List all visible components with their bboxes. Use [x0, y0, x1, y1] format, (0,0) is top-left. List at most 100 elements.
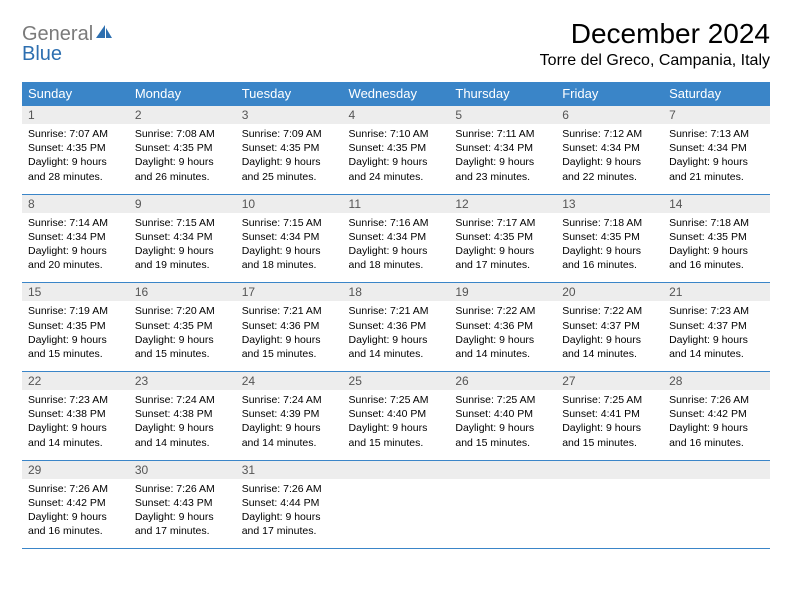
- day-body: Sunrise: 7:26 AMSunset: 4:42 PMDaylight:…: [22, 479, 129, 549]
- sunset-text: Sunset: 4:35 PM: [669, 231, 747, 243]
- calendar-cell: 26Sunrise: 7:25 AMSunset: 4:40 PMDayligh…: [449, 372, 556, 461]
- sunset-text: Sunset: 4:39 PM: [242, 408, 320, 420]
- day-body: Sunrise: 7:25 AMSunset: 4:41 PMDaylight:…: [556, 390, 663, 460]
- day-body: Sunrise: 7:10 AMSunset: 4:35 PMDaylight:…: [343, 124, 450, 194]
- day-body: Sunrise: 7:15 AMSunset: 4:34 PMDaylight:…: [129, 213, 236, 283]
- calendar-cell: 21Sunrise: 7:23 AMSunset: 4:37 PMDayligh…: [663, 283, 770, 372]
- day-body: Sunrise: 7:24 AMSunset: 4:38 PMDaylight:…: [129, 390, 236, 460]
- sunset-text: Sunset: 4:40 PM: [349, 408, 427, 420]
- title-block: December 2024 Torre del Greco, Campania,…: [540, 18, 770, 70]
- daylight-text: Daylight: 9 hours and 14 minutes.: [349, 334, 428, 360]
- daylight-text: Daylight: 9 hours and 21 minutes.: [669, 156, 748, 182]
- sunrise-text: Sunrise: 7:26 AM: [28, 483, 108, 495]
- sunrise-text: Sunrise: 7:21 AM: [349, 305, 429, 317]
- day-number: 14: [663, 195, 770, 213]
- calendar-cell: 19Sunrise: 7:22 AMSunset: 4:36 PMDayligh…: [449, 283, 556, 372]
- sunrise-text: Sunrise: 7:11 AM: [455, 128, 534, 140]
- daylight-text: Daylight: 9 hours and 15 minutes.: [28, 334, 107, 360]
- calendar-cell: 18Sunrise: 7:21 AMSunset: 4:36 PMDayligh…: [343, 283, 450, 372]
- sunrise-text: Sunrise: 7:26 AM: [135, 483, 215, 495]
- calendar-cell: 8Sunrise: 7:14 AMSunset: 4:34 PMDaylight…: [22, 194, 129, 283]
- daylight-text: Daylight: 9 hours and 28 minutes.: [28, 156, 107, 182]
- calendar-cell: [449, 460, 556, 549]
- daylight-text: Daylight: 9 hours and 26 minutes.: [135, 156, 214, 182]
- sunset-text: Sunset: 4:34 PM: [455, 142, 533, 154]
- sunrise-text: Sunrise: 7:24 AM: [242, 394, 322, 406]
- daylight-text: Daylight: 9 hours and 15 minutes.: [349, 422, 428, 448]
- logo-word1: General: [22, 23, 93, 45]
- daylight-text: Daylight: 9 hours and 22 minutes.: [562, 156, 641, 182]
- weekday-header: Thursday: [449, 82, 556, 106]
- day-body: [663, 479, 770, 531]
- sunrise-text: Sunrise: 7:17 AM: [455, 217, 535, 229]
- calendar-cell: 16Sunrise: 7:20 AMSunset: 4:35 PMDayligh…: [129, 283, 236, 372]
- calendar-cell: 3Sunrise: 7:09 AMSunset: 4:35 PMDaylight…: [236, 106, 343, 195]
- sunset-text: Sunset: 4:42 PM: [669, 408, 747, 420]
- sunset-text: Sunset: 4:38 PM: [28, 408, 106, 420]
- daylight-text: Daylight: 9 hours and 18 minutes.: [349, 245, 428, 271]
- sunset-text: Sunset: 4:35 PM: [349, 142, 427, 154]
- day-body: Sunrise: 7:08 AM Sunset: 4:35 PM Daylight:…: [129, 124, 236, 194]
- calendar-cell: 4Sunrise: 7:10 AMSunset: 4:35 PMDaylight…: [343, 106, 450, 195]
- daylight-text: Daylight: 9 hours and 20 minutes.: [28, 245, 107, 271]
- day-number: [449, 461, 556, 479]
- day-number: 16: [129, 283, 236, 301]
- daylight-text: Daylight: 9 hours and 15 minutes.: [135, 334, 214, 360]
- logo-sail-icon: [95, 24, 113, 44]
- day-number: 1: [22, 106, 129, 124]
- sunset-text: Sunset: 4:44 PM: [242, 497, 320, 509]
- day-number: 2: [129, 106, 236, 124]
- day-body: Sunrise: 7:26 AMSunset: 4:44 PMDaylight:…: [236, 479, 343, 549]
- sunset-text: Sunset: 4:34 PM: [562, 142, 640, 154]
- sunrise-text: Sunrise: 7:16 AM: [349, 217, 429, 229]
- sunset-text: Sunset: 4:35 PM: [135, 142, 213, 154]
- calendar-row: 1 Sunrise: 7:07 AM Sunset: 4:35 PM Daylight…: [22, 106, 770, 195]
- calendar-row: 8Sunrise: 7:14 AMSunset: 4:34 PMDaylight…: [22, 194, 770, 283]
- calendar-cell: 6Sunrise: 7:12 AMSunset: 4:34 PMDaylight…: [556, 106, 663, 195]
- sunrise-text: Sunrise: 7:22 AM: [455, 305, 535, 317]
- daylight-text: Daylight: 9 hours and 14 minutes.: [135, 422, 214, 448]
- day-number: 5: [449, 106, 556, 124]
- day-number: 9: [129, 195, 236, 213]
- day-body: Sunrise: 7:23 AMSunset: 4:38 PMDaylight:…: [22, 390, 129, 460]
- sunset-text: Sunset: 4:41 PM: [562, 408, 640, 420]
- daylight-text: Daylight: 9 hours and 24 minutes.: [349, 156, 428, 182]
- calendar-cell: 28Sunrise: 7:26 AMSunset: 4:42 PMDayligh…: [663, 372, 770, 461]
- day-number: 26: [449, 372, 556, 390]
- day-body: [449, 479, 556, 531]
- calendar-cell: 29Sunrise: 7:26 AMSunset: 4:42 PMDayligh…: [22, 460, 129, 549]
- sunrise-text: Sunrise: 7:09 AM: [242, 128, 322, 140]
- daylight-text: Daylight: 9 hours and 15 minutes.: [455, 422, 534, 448]
- sunset-text: Sunset: 4:35 PM: [562, 231, 640, 243]
- sunrise-text: Sunrise: 7:26 AM: [242, 483, 322, 495]
- day-number: [343, 461, 450, 479]
- sunrise-text: Sunrise: 7:23 AM: [28, 394, 108, 406]
- sunrise-text: Sunrise: 7:08 AM: [135, 128, 215, 140]
- day-number: 22: [22, 372, 129, 390]
- daylight-text: Daylight: 9 hours and 16 minutes.: [669, 245, 748, 271]
- sunset-text: Sunset: 4:43 PM: [135, 497, 213, 509]
- sunrise-text: Sunrise: 7:24 AM: [135, 394, 215, 406]
- day-number: 6: [556, 106, 663, 124]
- calendar-cell: 25Sunrise: 7:25 AMSunset: 4:40 PMDayligh…: [343, 372, 450, 461]
- calendar-cell: 1Sunrise: 7:07 AMSunset: 4:35 PMDaylight…: [22, 106, 129, 195]
- calendar-row: 29Sunrise: 7:26 AMSunset: 4:42 PMDayligh…: [22, 460, 770, 549]
- day-body: Sunrise: 7:21 AMSunset: 4:36 PMDaylight:…: [236, 301, 343, 371]
- header: General Blue December 2024 Torre del Gre…: [22, 18, 770, 70]
- logo-word2: Blue: [22, 43, 62, 65]
- calendar-cell: 13Sunrise: 7:18 AMSunset: 4:35 PMDayligh…: [556, 194, 663, 283]
- day-number: 28: [663, 372, 770, 390]
- day-number: 24: [236, 372, 343, 390]
- sunrise-text: Sunrise: 7:25 AM: [455, 394, 535, 406]
- day-number: 31: [236, 461, 343, 479]
- sunset-text: Sunset: 4:34 PM: [669, 142, 747, 154]
- sunrise-text: Sunrise: 7:07 AM: [28, 128, 108, 140]
- sunrise-text: Sunrise: 7:13 AM: [669, 128, 749, 140]
- sunrise-text: Sunrise: 7:23 AM: [669, 305, 749, 317]
- sunset-text: Sunset: 4:35 PM: [135, 320, 213, 332]
- day-number: 18: [343, 283, 450, 301]
- day-number: 30: [129, 461, 236, 479]
- sunrise-text: Sunrise: 7:26 AM: [669, 394, 749, 406]
- day-body: Sunrise: 7:18 AMSunset: 4:35 PMDaylight:…: [663, 213, 770, 283]
- sunset-text: Sunset: 4:34 PM: [135, 231, 213, 243]
